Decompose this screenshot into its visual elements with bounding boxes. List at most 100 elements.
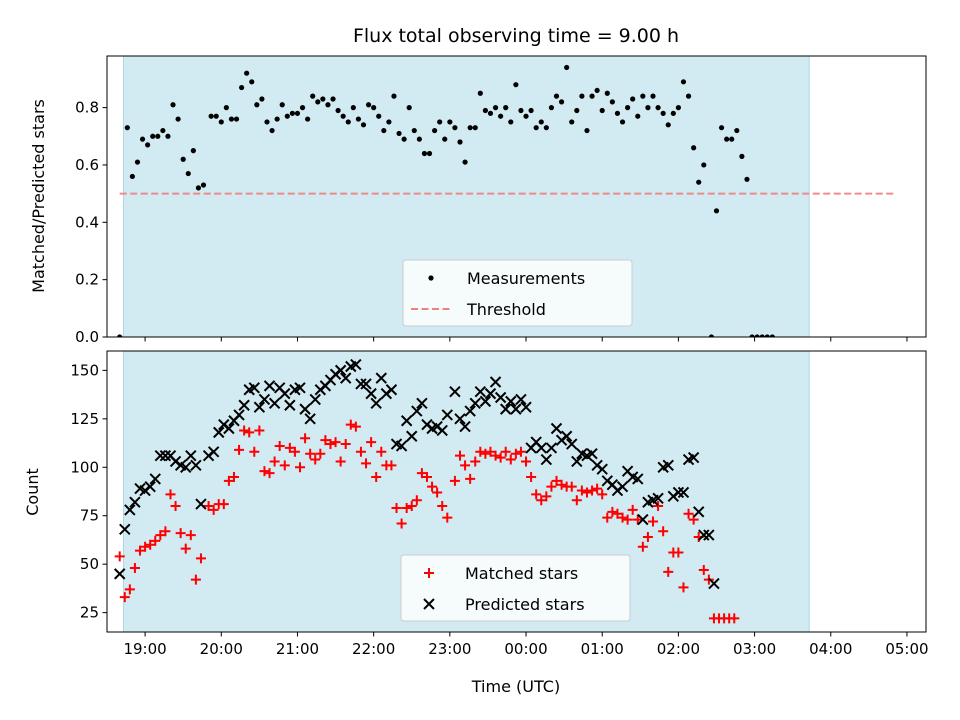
matched-star-point [396, 518, 407, 529]
measurement-point [165, 133, 171, 139]
matched-star-point [228, 471, 239, 482]
matched-star-point [729, 613, 740, 624]
measurement-point [365, 102, 372, 108]
matched-star-point [289, 446, 300, 457]
predicted-star-point [566, 438, 578, 450]
chart-title: Flux total observing time = 9.00 h [353, 25, 679, 47]
measurement-point [503, 105, 509, 111]
measurement-point [518, 107, 524, 114]
measurement-point [320, 96, 326, 102]
measurement-point [691, 145, 697, 151]
predicted-star-point [515, 393, 527, 406]
matched-star-point [340, 439, 351, 450]
measurement-point [259, 96, 265, 102]
matched-star-point [576, 485, 587, 496]
predicted-star-point [637, 513, 649, 526]
predicted-star-point [436, 424, 448, 437]
matched-star-point [155, 530, 166, 541]
measurement-point [604, 90, 610, 96]
bottom-series-matched-stars [114, 419, 740, 624]
matched-star-point [587, 485, 598, 496]
measurement-point [685, 93, 692, 99]
predicted-star-point [263, 380, 276, 392]
matched-star-point [234, 444, 245, 455]
measurement-point [538, 119, 544, 125]
matched-star-point [401, 502, 412, 513]
predicted-star-point [248, 382, 261, 394]
predicted-star-point [258, 393, 271, 406]
matched-star-point [218, 499, 229, 510]
predicted-star-point [464, 405, 476, 417]
bottom-y-tick-label: 75 [80, 507, 99, 525]
measurement-point [360, 122, 367, 128]
measurement-point [213, 113, 219, 119]
measurement-point [190, 148, 196, 154]
measurement-point [117, 334, 123, 337]
measurement-point [170, 102, 176, 108]
predicted-star-point [489, 376, 502, 388]
predicted-star-point [571, 455, 583, 468]
predicted-star-point [355, 378, 367, 390]
measurement-point [713, 208, 720, 214]
measurement-point [376, 113, 382, 119]
matched-star-point [437, 501, 448, 512]
matched-star-point [500, 446, 511, 457]
predicted-star-point [652, 492, 664, 504]
matched-star-point [648, 516, 658, 527]
predicted-star-point [510, 403, 522, 415]
measurement-point [200, 182, 207, 188]
measurement-point [492, 105, 499, 111]
measurement-point [614, 110, 621, 116]
legend-label: Measurements [467, 269, 585, 288]
predicted-star-point [411, 405, 423, 417]
measurement-point [310, 93, 316, 99]
predicted-star-point [370, 397, 382, 410]
measurement-point [724, 136, 730, 142]
top-panel: 0.0 0.2 0.4 0.6 0.8 Measurements Threshold [75, 55, 927, 346]
matched-star-point [180, 543, 191, 554]
measurement-point [228, 116, 235, 122]
predicted-star-point [350, 358, 362, 371]
predicted-star-point [233, 409, 245, 421]
bottom-y-tick-label: 50 [80, 555, 99, 573]
predicted-star-point [677, 486, 690, 499]
measurement-point [391, 93, 397, 99]
top-legend: Measurements Threshold [402, 259, 633, 327]
measurement-point [350, 105, 356, 111]
matched-star-point [376, 446, 387, 457]
predicted-star-point [180, 461, 192, 473]
measurement-point [487, 110, 494, 116]
predicted-star-point [469, 397, 481, 410]
measurement-point [299, 105, 306, 111]
bottom-y-tick-label: 25 [80, 604, 99, 622]
predicted-star-point [459, 420, 471, 433]
matched-star-point [140, 541, 151, 552]
matched-star-point [300, 433, 311, 444]
matched-star-point [617, 512, 628, 523]
measurement-point [630, 96, 636, 102]
measurement-point [553, 93, 560, 99]
matched-star-point [145, 539, 156, 550]
measurement-point [718, 125, 725, 131]
matched-star-point [361, 458, 372, 469]
measurement-point [708, 334, 715, 337]
measurement-point [513, 82, 519, 88]
measurement-point [609, 99, 615, 105]
top-y-axis-label: Matched/Predicted stars [29, 99, 48, 293]
matched-star-point [371, 471, 382, 482]
matched-star-point [490, 450, 501, 461]
matched-star-point [495, 452, 506, 463]
measurement-point [294, 110, 301, 116]
predicted-star-point [484, 387, 497, 400]
measurement-point [680, 79, 687, 85]
x-tick-label: 21:00 [276, 640, 319, 658]
matched-star-point [259, 466, 270, 477]
predicted-star-point [698, 529, 710, 541]
predicted-star-point [560, 430, 573, 442]
x-tick-label: 03:00 [733, 640, 776, 658]
predicted-star-point [441, 409, 454, 421]
x-tick-label: 22:00 [352, 640, 395, 658]
matched-star-point [160, 526, 171, 537]
matched-star-point [264, 468, 275, 479]
matched-star-point [208, 504, 219, 515]
